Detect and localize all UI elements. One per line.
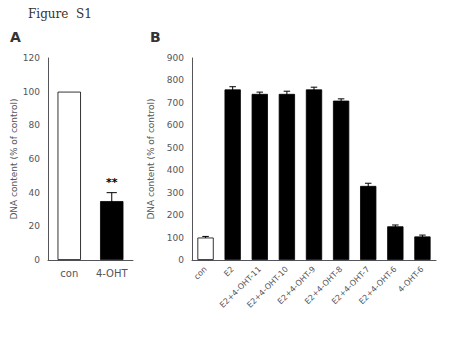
svg-text:4-OHT-6: 4-OHT-6 xyxy=(396,265,425,294)
svg-text:60: 60 xyxy=(29,154,41,164)
svg-text:Figure S1: Figure S1 xyxy=(28,7,92,21)
svg-text:40: 40 xyxy=(29,188,41,198)
svg-text:900: 900 xyxy=(167,53,184,63)
svg-text:0: 0 xyxy=(178,255,184,265)
svg-text:300: 300 xyxy=(167,188,184,198)
svg-text:500: 500 xyxy=(167,143,184,153)
svg-text:800: 800 xyxy=(167,75,184,85)
svg-text:20: 20 xyxy=(29,221,41,231)
svg-text:200: 200 xyxy=(167,210,184,220)
svg-text:E2+4-OHT-9: E2+4-OHT-9 xyxy=(275,264,318,307)
svg-text:con: con xyxy=(60,268,78,279)
svg-text:**: ** xyxy=(106,176,118,189)
svg-text:A: A xyxy=(10,29,21,45)
svg-text:B: B xyxy=(150,29,161,45)
svg-text:DNA content (% of control): DNA content (% of control) xyxy=(146,98,156,219)
svg-text:100: 100 xyxy=(23,87,40,97)
svg-text:80: 80 xyxy=(29,120,41,130)
svg-text:E2+4-OHT-10: E2+4-OHT-10 xyxy=(245,264,291,310)
svg-text:400: 400 xyxy=(167,165,184,175)
svg-text:120: 120 xyxy=(23,53,40,63)
svg-text:E2+4-OHT-11: E2+4-OHT-11 xyxy=(218,264,263,310)
svg-text:600: 600 xyxy=(167,120,184,130)
svg-text:E2+4-OHT-7: E2+4-OHT-7 xyxy=(330,264,372,307)
svg-text:4-OHT: 4-OHT xyxy=(96,268,129,279)
svg-text:E2+4-OHT-6: E2+4-OHT-6 xyxy=(357,265,398,306)
svg-text:E2: E2 xyxy=(222,265,236,279)
svg-text:0: 0 xyxy=(34,255,40,265)
svg-text:100: 100 xyxy=(167,233,184,243)
svg-text:E2+4-OHT-8: E2+4-OHT-8 xyxy=(303,264,345,307)
svg-text:DNA content (% of control): DNA content (% of control) xyxy=(9,98,19,219)
svg-text:con: con xyxy=(192,265,209,282)
svg-text:700: 700 xyxy=(167,98,184,108)
